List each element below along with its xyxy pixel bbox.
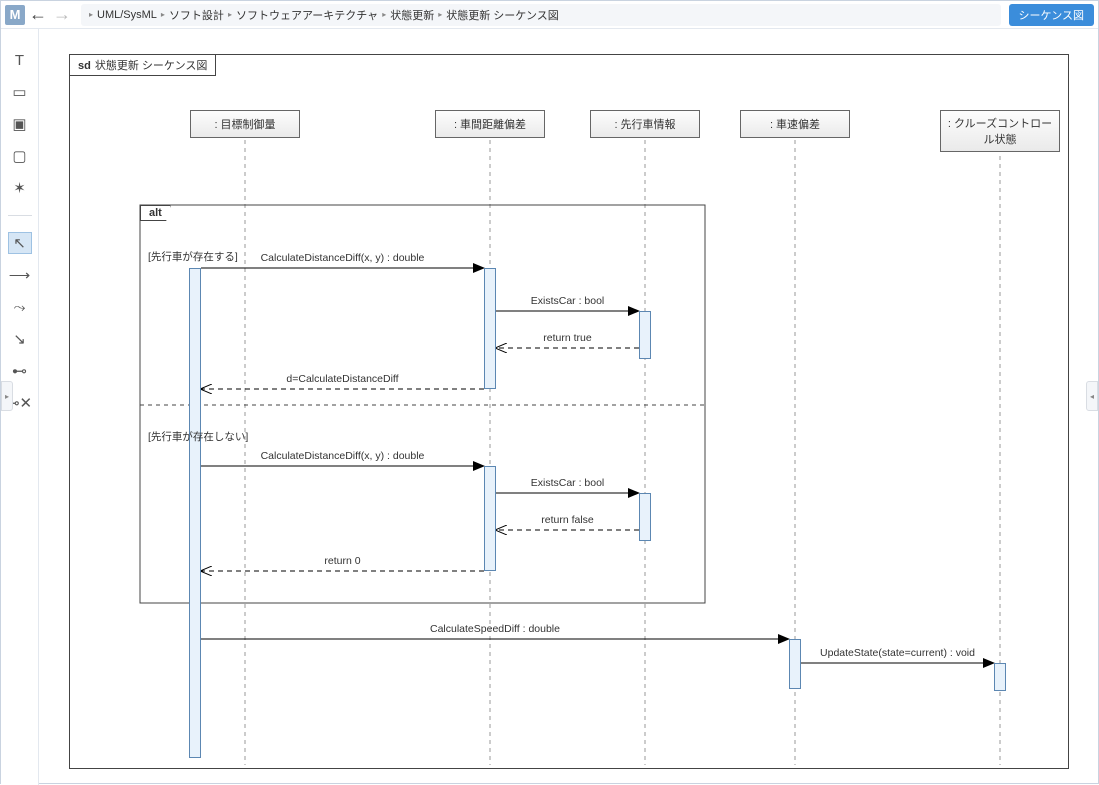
diagram-type-button[interactable]: シーケンス図 bbox=[1009, 4, 1094, 26]
breadcrumb-item[interactable]: ソフト設計 bbox=[169, 7, 224, 23]
note-tool[interactable]: ▢ bbox=[8, 145, 32, 167]
diagram-svg-layer bbox=[70, 55, 1070, 770]
lifeline-cruise[interactable]: : クルーズコントロール状態 bbox=[940, 110, 1060, 152]
breadcrumb-sep-icon: ▸ bbox=[89, 10, 93, 19]
rect-tool[interactable]: ▭ bbox=[8, 81, 32, 103]
found-msg-tool[interactable]: ⊷ bbox=[8, 360, 32, 382]
alt-fragment-label[interactable]: alt bbox=[140, 205, 171, 221]
expand-left-panel-icon[interactable]: ▸ bbox=[1, 381, 13, 411]
breadcrumb-item[interactable]: 状態更新 シーケンス図 bbox=[446, 7, 559, 23]
message-label[interactable]: ExistsCar : bool bbox=[468, 295, 668, 307]
message-label[interactable]: return 0 bbox=[243, 555, 443, 567]
message-label[interactable]: CalculateSpeedDiff : double bbox=[395, 623, 595, 635]
message-label[interactable]: CalculateDistanceDiff(x, y) : double bbox=[243, 252, 443, 264]
reply-msg-tool[interactable]: ⤳ bbox=[8, 296, 32, 318]
lifeline-target[interactable]: : 目標制御量 bbox=[190, 110, 300, 138]
activation-bar[interactable] bbox=[994, 663, 1006, 691]
breadcrumb-item[interactable]: ソフトウェアアーキテクチャ bbox=[236, 7, 378, 23]
breadcrumb-item[interactable]: UML/SysML bbox=[97, 9, 157, 21]
lifeline-carInfo[interactable]: : 先行車情報 bbox=[590, 110, 700, 138]
sync-msg-tool[interactable]: ⟶ bbox=[8, 264, 32, 286]
pointer-tool[interactable]: ↖ bbox=[8, 232, 32, 254]
message-label[interactable]: d=CalculateDistanceDiff bbox=[243, 373, 443, 385]
message-label[interactable]: ExistsCar : bool bbox=[468, 477, 668, 489]
alt-guard-2: [先行車が存在しない] bbox=[148, 429, 248, 444]
breadcrumb-sep-icon: ▸ bbox=[382, 10, 386, 19]
message-label[interactable]: CalculateDistanceDiff(x, y) : double bbox=[243, 450, 443, 462]
lifeline-speedDiff[interactable]: : 車速偏差 bbox=[740, 110, 850, 138]
topbar: M ← → ▸ UML/SysML ▸ ソフト設計 ▸ ソフトウェアアーキテクチ… bbox=[1, 1, 1098, 29]
breadcrumb-sep-icon: ▸ bbox=[438, 10, 442, 19]
message-label[interactable]: return true bbox=[468, 332, 668, 344]
message-label[interactable]: UpdateState(state=current) : void bbox=[798, 647, 998, 659]
forward-button[interactable]: → bbox=[51, 4, 73, 26]
message-label[interactable]: return false bbox=[468, 514, 668, 526]
diagram-canvas[interactable]: sd状態更新 シーケンス図 : 目標制御量: 車間距離偏差: 先行車情報: 車速… bbox=[39, 29, 1098, 783]
delete-tool[interactable]: ✶ bbox=[8, 177, 32, 199]
activation-bar[interactable] bbox=[189, 268, 201, 758]
sequence-frame: sd状態更新 シーケンス図 : 目標制御量: 車間距離偏差: 先行車情報: 車速… bbox=[69, 54, 1069, 769]
breadcrumb-item[interactable]: 状態更新 bbox=[390, 7, 434, 23]
async-msg-tool[interactable]: ↘ bbox=[8, 328, 32, 350]
lifeline-distDiff[interactable]: : 車間距離偏差 bbox=[435, 110, 545, 138]
breadcrumb-sep-icon: ▸ bbox=[228, 10, 232, 19]
back-button[interactable]: ← bbox=[27, 4, 49, 26]
image-tool[interactable]: ▣ bbox=[8, 113, 32, 135]
app-logo[interactable]: M bbox=[5, 5, 25, 25]
activation-bar[interactable] bbox=[484, 268, 496, 389]
breadcrumb-sep-icon: ▸ bbox=[161, 10, 165, 19]
text-tool[interactable]: T bbox=[8, 49, 32, 71]
app-root: M ← → ▸ UML/SysML ▸ ソフト設計 ▸ ソフトウェアアーキテクチ… bbox=[0, 0, 1099, 784]
breadcrumb: ▸ UML/SysML ▸ ソフト設計 ▸ ソフトウェアアーキテクチャ ▸ 状態… bbox=[81, 4, 1001, 26]
alt-guard-1: [先行車が存在する] bbox=[148, 249, 238, 264]
